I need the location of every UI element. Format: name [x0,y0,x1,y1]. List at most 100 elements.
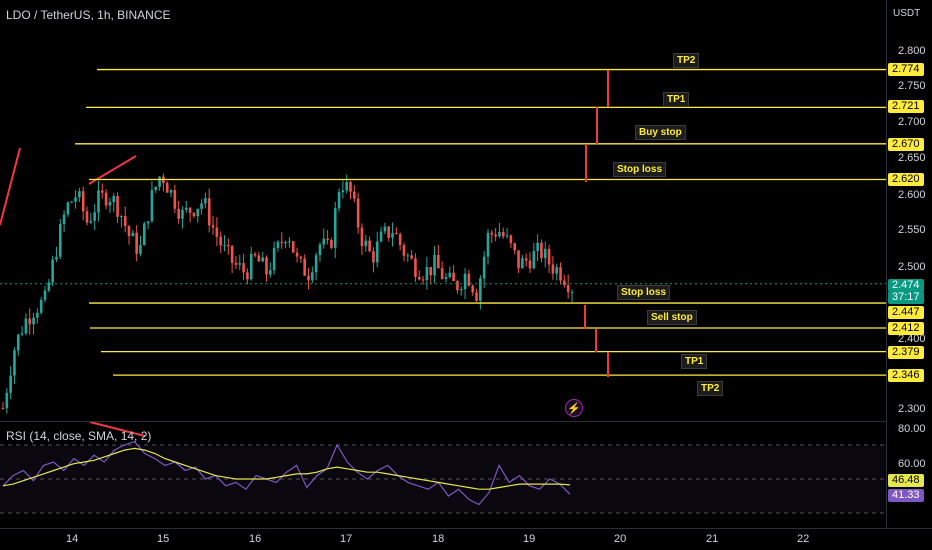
candle-body [123,216,127,227]
candle-body [314,255,318,273]
price-tag-tp1-short: 2.379 [888,346,924,359]
candle-body [249,253,253,280]
candle-body [322,238,326,245]
candle-body [43,290,47,300]
price-tag-current: 2.474 [888,279,924,292]
candle-body [177,208,180,219]
candle-body [337,191,341,209]
price-tag-buy-stop: 2.670 [888,138,924,151]
candle-body [524,258,528,261]
candle-body [185,207,188,210]
candle-body [100,190,104,193]
candle-body [528,260,532,269]
candle-body [196,208,200,217]
candle-body [333,208,337,248]
candle-body [395,233,398,235]
time-tick: 14 [66,533,79,545]
candle-body [269,270,272,275]
candle-body [28,318,32,325]
candle-body [353,191,356,199]
candle-body [437,254,440,269]
candle-body [471,285,475,293]
price-tick: 2.800 [898,45,926,57]
lightning-bolt-icon[interactable]: ⚡ [565,399,583,417]
candle-body [139,245,142,254]
candle-body [146,221,150,224]
time-tick: 21 [706,533,719,545]
pane-divider[interactable] [0,421,886,422]
price-tag-tp2-short: 2.346 [888,369,924,382]
candle-body [433,254,436,276]
candle-body [521,258,524,269]
rsi-tick: 60.00 [898,458,926,470]
candle-body [505,235,509,237]
candle-body [89,220,93,223]
candle-body [234,262,238,265]
candle-body [51,259,54,283]
candle-body [299,256,303,259]
price-tick: 2.750 [898,80,926,92]
candle-body [257,255,261,262]
candle-body [238,263,242,265]
candle-body [70,201,74,203]
annotation-tp1-long[interactable]: TP1 [663,92,690,107]
annotation-buy-stop[interactable]: Buy stop [635,125,686,140]
candle-body [463,273,467,290]
candle-body [47,282,51,291]
annotation-sell-stop[interactable]: Sell stop [647,310,697,325]
candle-body [448,272,452,277]
rsi-indicator-title[interactable]: RSI (14, close, SMA, 14, 2) [6,429,152,443]
symbol-title[interactable]: LDO / TetherUS, 1h, BINANCE [6,8,171,22]
candle-body [135,232,138,254]
candle-body [341,190,345,192]
time-tick: 17 [340,533,353,545]
candle-body [215,227,219,237]
annotation-tp1-short[interactable]: TP1 [681,354,708,369]
candle-body [204,198,207,204]
candle-body [410,255,413,259]
candle-body [93,212,96,221]
rsi-value: 41.33 [888,489,924,502]
candle-body [131,232,135,237]
candle-body [391,233,394,238]
candle-body [223,245,226,247]
candle-body [559,267,562,281]
candle-body [429,267,433,276]
price-tag-stop-loss-long: 2.620 [888,173,924,186]
annotation-tp2-short[interactable]: TP2 [697,381,724,396]
candle-body [345,182,348,191]
price-tag-tp2-long: 2.774 [888,63,924,76]
annotation-stop-loss-short[interactable]: Stop loss [617,285,671,300]
candle-body [280,241,284,243]
time-tick: 16 [249,533,262,545]
time-tick: 19 [523,533,536,545]
bar-countdown: 37:17 [888,291,924,304]
price-tick: 2.600 [898,189,926,201]
candle-body [532,251,536,269]
candle-body [311,272,314,281]
candle-body [36,312,39,318]
candle-body [81,191,85,212]
candle-body [421,279,425,281]
price-tick: 2.650 [898,152,926,164]
candle-body [414,258,417,277]
price-tag-tp1-long: 2.721 [888,100,924,113]
candle-body [349,182,352,192]
currency-label[interactable]: USDT [893,8,921,19]
candle-body [330,239,333,248]
candle-body [116,196,119,217]
candle-body [517,250,520,269]
candle-body [150,190,154,222]
annotation-stop-loss-long[interactable]: Stop loss [613,162,667,177]
candle-body [66,202,70,215]
candle-body [406,255,410,257]
candle-body [547,248,551,265]
candle-body [291,241,295,253]
candle-body [482,256,486,279]
annotation-tp2-long[interactable]: TP2 [673,53,700,68]
candle-body [227,245,230,247]
candle-body [39,299,43,313]
price-axis-border [886,0,887,528]
candle-body [5,392,9,409]
